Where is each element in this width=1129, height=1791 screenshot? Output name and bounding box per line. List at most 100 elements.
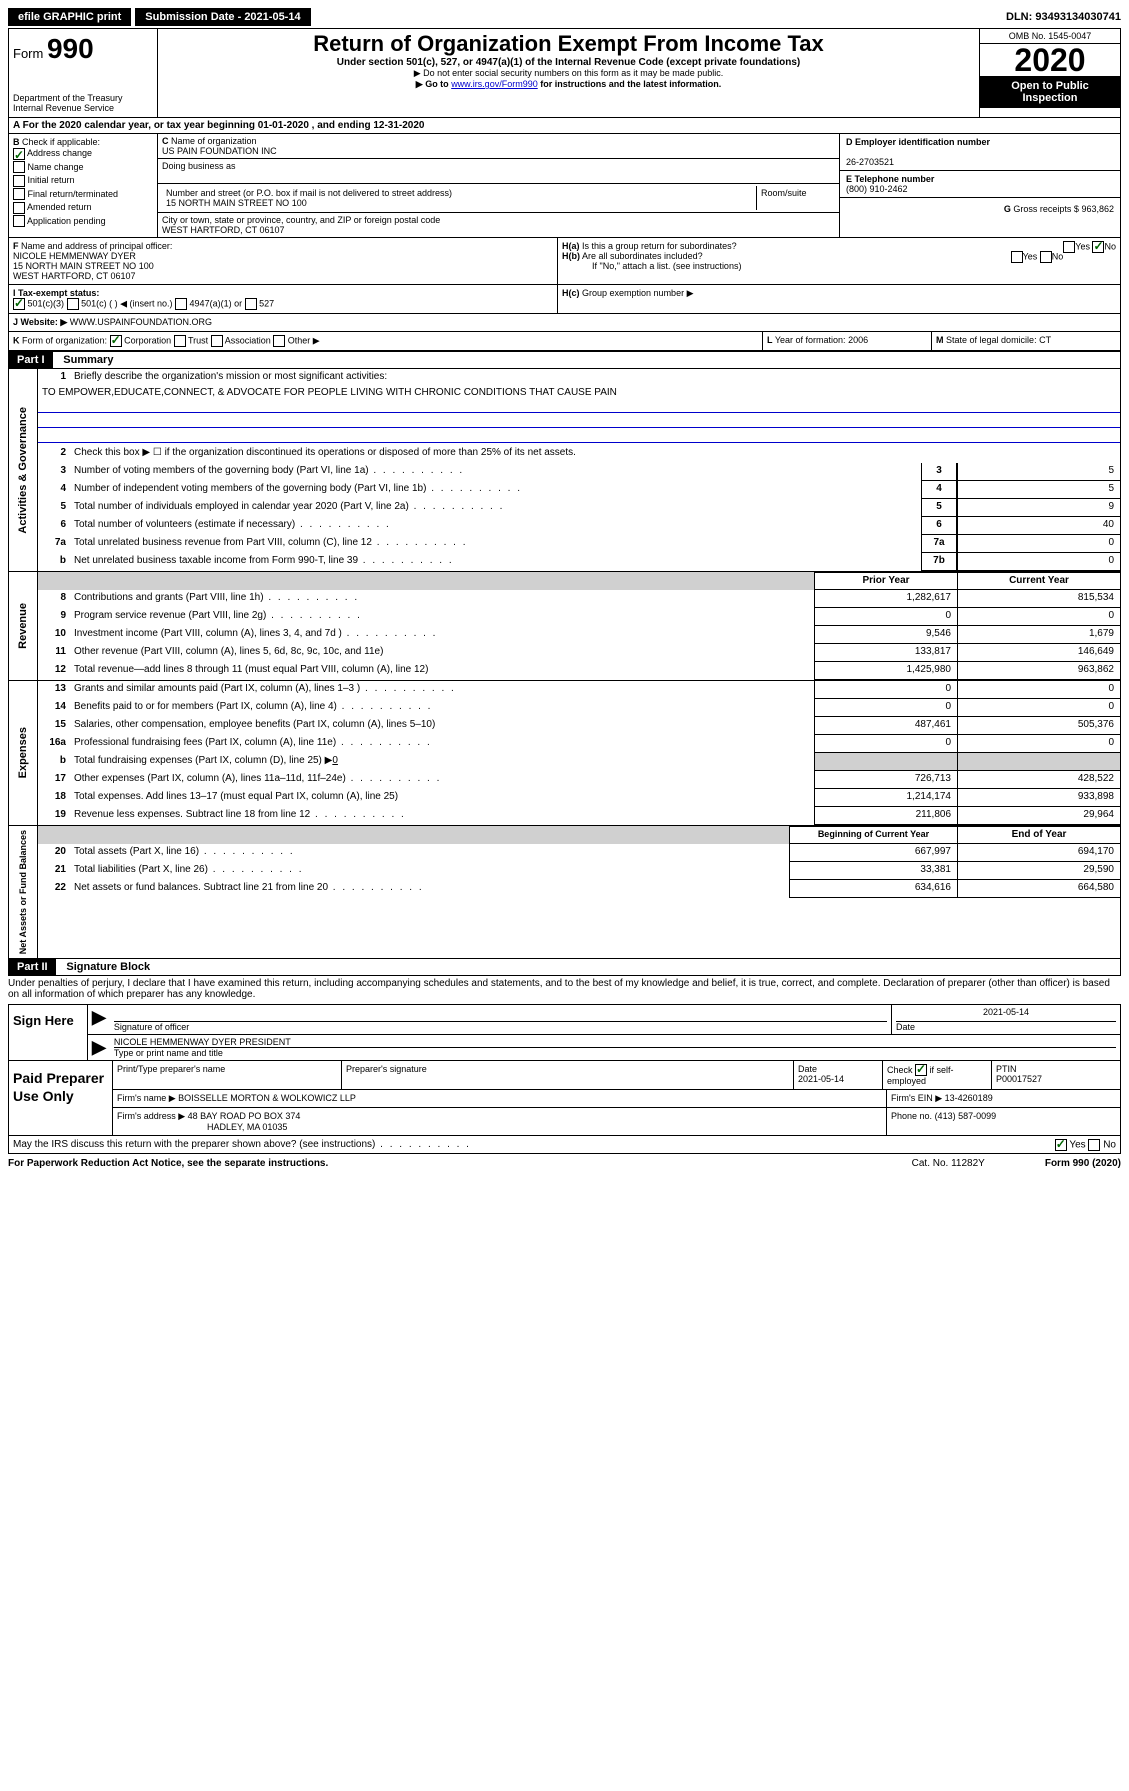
open-inspection: Open to Public Inspection xyxy=(980,76,1120,108)
discuss-no: No xyxy=(1103,1140,1116,1151)
discuss-no-checkbox[interactable] xyxy=(1088,1139,1100,1151)
g-label: Gross receipts $ xyxy=(1013,204,1079,214)
firm-phone-label: Phone no. xyxy=(891,1111,932,1121)
opt-501c3: 501(c)(3) xyxy=(28,298,65,308)
line15-text: Salaries, other compensation, employee b… xyxy=(70,717,814,735)
opt-address-change: Address change xyxy=(27,148,92,158)
line12-curr: 963,862 xyxy=(957,662,1120,680)
hdr-beginning: Beginning of Current Year xyxy=(789,826,957,844)
sign-here-label: Sign Here xyxy=(9,1005,88,1060)
goto-note: ▶ Go to www.irs.gov/Form990 for instruct… xyxy=(166,79,971,90)
firm-addr1: 48 BAY ROAD PO BOX 374 xyxy=(188,1111,301,1121)
ein-value: 26-2703521 xyxy=(846,157,894,167)
year-formation: 2006 xyxy=(848,335,868,345)
ha-no-checkbox[interactable] xyxy=(1092,241,1104,253)
line8-text: Contributions and grants (Part VIII, lin… xyxy=(70,590,814,608)
line14-text: Benefits paid to or for members (Part IX… xyxy=(70,699,814,717)
line8-curr: 815,534 xyxy=(957,590,1120,608)
ptin-value: P00017527 xyxy=(996,1074,1042,1084)
line8-prior: 1,282,617 xyxy=(814,590,957,608)
mission-text: TO EMPOWER,EDUCATE,CONNECT, & ADVOCATE F… xyxy=(38,387,1120,398)
line14-curr: 0 xyxy=(957,699,1120,717)
firm-phone: (413) 587-0099 xyxy=(935,1111,997,1121)
footer-right: Form 990 (2020) xyxy=(1045,1158,1121,1169)
prep-date: 2021-05-14 xyxy=(798,1074,844,1084)
line19-curr: 29,964 xyxy=(957,807,1120,825)
arrow-icon-2: ▶ xyxy=(88,1035,110,1060)
line5-text: Total number of individuals employed in … xyxy=(70,499,921,517)
d-label: Employer identification number xyxy=(855,137,990,147)
line11-curr: 146,649 xyxy=(957,644,1120,662)
line9-text: Program service revenue (Part VIII, line… xyxy=(70,608,814,626)
line17-prior: 726,713 xyxy=(814,771,957,789)
tax-year: 2020 xyxy=(980,44,1120,76)
line21-curr: 29,590 xyxy=(957,862,1120,880)
line2-text: Check this box ▶ ☐ if the organization d… xyxy=(70,445,1120,463)
perjury-text: Under penalties of perjury, I declare th… xyxy=(8,976,1121,1002)
name-change-checkbox[interactable] xyxy=(13,161,25,173)
line13-text: Grants and similar amounts paid (Part IX… xyxy=(70,681,814,699)
printed-name-label: Type or print name and title xyxy=(114,1048,223,1058)
sig-officer-label: Signature of officer xyxy=(114,1022,189,1032)
addr-label: Number and street (or P.O. box if mail i… xyxy=(166,188,452,198)
line21-prior: 33,381 xyxy=(789,862,957,880)
line10-text: Investment income (Part VIII, column (A)… xyxy=(70,626,814,644)
line16b-val: 0 xyxy=(332,755,338,766)
final-return-checkbox[interactable] xyxy=(13,188,25,200)
hb-yes-checkbox[interactable] xyxy=(1011,251,1023,263)
discuss-yes-checkbox[interactable] xyxy=(1055,1139,1067,1151)
line19-prior: 211,806 xyxy=(814,807,957,825)
line4-val: 5 xyxy=(957,481,1120,499)
opt-initial: Initial return xyxy=(28,175,75,185)
ha-yes-checkbox[interactable] xyxy=(1063,241,1075,253)
efile-button[interactable]: efile GRAPHIC print xyxy=(8,8,131,26)
application-pending-checkbox[interactable] xyxy=(13,215,25,227)
col-b: B Check if applicable: Address change Na… xyxy=(9,134,158,237)
line22-text: Net assets or fund balances. Subtract li… xyxy=(70,880,789,898)
line15-curr: 505,376 xyxy=(957,717,1120,735)
hdr-current: Current Year xyxy=(957,572,1120,590)
firm-name: BOISSELLE MORTON & WOLKOWICZ LLP xyxy=(178,1093,356,1103)
amended-return-checkbox[interactable] xyxy=(13,202,25,214)
prep-h3: Date xyxy=(798,1064,817,1074)
501c-checkbox[interactable] xyxy=(67,298,79,310)
line7a-text: Total unrelated business revenue from Pa… xyxy=(70,535,921,553)
form-subtitle: Under section 501(c), 527, or 4947(a)(1)… xyxy=(166,57,971,68)
initial-return-checkbox[interactable] xyxy=(13,175,25,187)
discuss-yes: Yes xyxy=(1069,1140,1085,1151)
opt-4947: 4947(a)(1) or xyxy=(190,298,243,308)
l-label: Year of formation: xyxy=(775,335,846,345)
line16a-prior: 0 xyxy=(814,735,957,753)
prep-h1: Print/Type preparer's name xyxy=(113,1061,342,1089)
form-title: Return of Organization Exempt From Incom… xyxy=(166,31,971,57)
side-revenue: Revenue xyxy=(15,599,31,653)
discuss-text: May the IRS discuss this return with the… xyxy=(13,1139,471,1150)
line13-curr: 0 xyxy=(957,681,1120,699)
officer-addr1: 15 NORTH MAIN STREET NO 100 xyxy=(13,261,154,271)
self-employed-check[interactable]: Check if self-employed xyxy=(887,1065,954,1087)
line16b-pre: Total fundraising expenses (Part IX, col… xyxy=(74,755,332,766)
hb-no-checkbox[interactable] xyxy=(1040,251,1052,263)
irs-link[interactable]: www.irs.gov/Form990 xyxy=(451,79,538,89)
hb-note: If "No," attach a list. (see instruction… xyxy=(562,261,741,271)
527-checkbox[interactable] xyxy=(245,298,257,310)
paid-preparer-label: Paid Preparer Use Only xyxy=(9,1061,113,1135)
4947-checkbox[interactable] xyxy=(175,298,187,310)
opt-amended: Amended return xyxy=(27,202,92,212)
501c3-checkbox[interactable] xyxy=(13,298,25,310)
officer-name: NICOLE HEMMENWAY DYER xyxy=(13,251,136,261)
submission-date-button[interactable]: Submission Date - 2021-05-14 xyxy=(135,8,310,26)
dept-label: Department of the Treasury xyxy=(13,93,153,103)
firm-label: Firm's name ▶ xyxy=(117,1093,176,1103)
prep-h5: PTIN xyxy=(996,1064,1017,1074)
part1-header: Part I xyxy=(9,352,53,368)
line12-text: Total revenue—add lines 8 through 11 (mu… xyxy=(70,662,814,680)
address-change-checkbox[interactable] xyxy=(13,148,25,160)
trust-checkbox[interactable] xyxy=(174,335,186,347)
footer-left: For Paperwork Reduction Act Notice, see … xyxy=(8,1158,328,1169)
corp-checkbox[interactable] xyxy=(110,335,122,347)
other-checkbox[interactable] xyxy=(273,335,285,347)
line6-val: 40 xyxy=(957,517,1120,535)
assoc-checkbox[interactable] xyxy=(211,335,223,347)
line15-prior: 487,461 xyxy=(814,717,957,735)
